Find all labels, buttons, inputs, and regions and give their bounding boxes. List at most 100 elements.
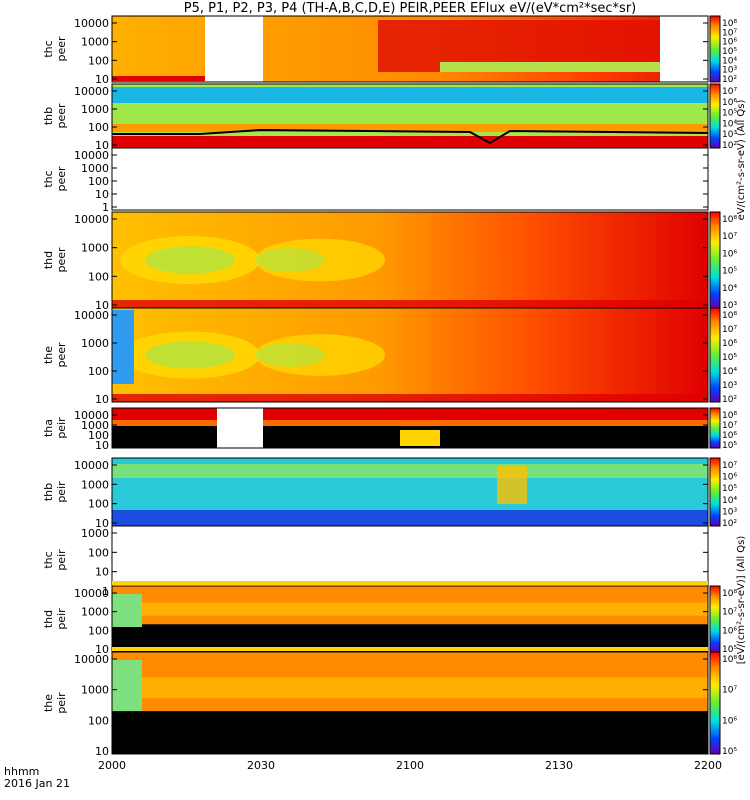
colorbar-tick-label: 10⁷ <box>722 325 737 335</box>
colorbar-tick-label: 10⁷ <box>722 461 737 471</box>
flag-bar <box>112 647 708 651</box>
y-tick-label: 100 <box>88 54 109 67</box>
panel-frame <box>111 15 709 83</box>
y-tick-label: 100 <box>88 365 109 378</box>
panel-frame <box>111 407 709 449</box>
y-tick-label: 10 <box>95 139 109 152</box>
colorbar <box>709 83 721 149</box>
y-tick-label: 10000 <box>74 213 109 226</box>
data-gap <box>660 16 708 82</box>
panel-thc-peer <box>111 15 721 83</box>
colorbar-tick-label: 10⁷ <box>722 87 737 97</box>
x-tick-label: 2130 <box>545 759 573 772</box>
y-tick-label: 100 <box>88 270 109 283</box>
flag-bar <box>112 581 708 585</box>
colorbar-tick-label: 10² <box>722 519 737 529</box>
y-tick-label: 1000 <box>81 684 109 697</box>
y-tick-label: 1000 <box>81 606 109 619</box>
y-tick-label: 10 <box>95 745 109 758</box>
panel-probe-label: thc <box>42 551 55 568</box>
panel-thb-peir <box>111 457 721 527</box>
colorbar-tick-label: 10⁸ <box>722 411 737 421</box>
panel-probe-label: thb <box>42 483 55 501</box>
colorbar-tick-label: 10⁷ <box>722 232 737 242</box>
panel-the-peer <box>111 307 721 403</box>
heat-band <box>440 62 660 72</box>
panel-thb-peer <box>111 83 721 149</box>
heat-band <box>112 124 708 132</box>
heat-band <box>112 408 708 420</box>
colorbar-tick-label: 10⁴ <box>722 284 737 294</box>
y-tick-label: 1000 <box>81 162 109 175</box>
heat-band <box>112 464 708 478</box>
colorbar <box>709 457 721 527</box>
heat-band <box>112 510 708 526</box>
colorbar-tick-label: 10⁵ <box>722 441 737 451</box>
panel-instrument-label: peer <box>55 103 68 129</box>
x-tick-label: 2200 <box>694 759 722 772</box>
y-tick-label: 100 <box>88 121 109 134</box>
panel-probe-label: the <box>42 346 55 364</box>
panel-the-peir <box>111 647 721 755</box>
colorbar-tick-label: 10⁶ <box>722 249 737 259</box>
y-tick-label: 1000 <box>81 36 109 49</box>
y-tick-label: 10 <box>95 566 109 579</box>
y-tick-label: 10000 <box>74 459 109 472</box>
colorbar-tick-label: 10³ <box>722 130 737 140</box>
y-tick-label: 10 <box>95 643 109 656</box>
heat-band <box>112 677 708 698</box>
colorbar <box>709 407 721 449</box>
colorbar-tick-label: 10⁷ <box>722 608 737 618</box>
colorbar-tick-label: 10⁶ <box>722 431 737 441</box>
panel-tha-peir <box>111 407 721 449</box>
y-tick-label: 1 <box>102 585 109 598</box>
panel-instrument-label: peer <box>55 36 68 62</box>
plot-title: P5, P1, P2, P3, P4 (TH-A,B,C,D,E) PEIR,P… <box>183 1 637 16</box>
colorbar <box>709 585 721 653</box>
colorbar-tick-label: 10² <box>722 75 737 85</box>
panel-thd-peer <box>111 211 721 309</box>
colorbar-tick-label: 10³ <box>722 381 737 391</box>
y-tick-label: 10 <box>95 439 109 452</box>
data-gap <box>217 408 263 448</box>
heat-band <box>112 394 708 402</box>
panel-frame <box>111 147 709 211</box>
date-label: 2016 Jan 21 <box>4 777 70 790</box>
y-tick-label: 10 <box>95 393 109 406</box>
colorbar-tick-label: 10³ <box>722 66 737 76</box>
x-axis-unit-label: hhmm <box>4 765 40 778</box>
panel-instrument-label: peer <box>55 247 68 273</box>
panel-instrument-label: peir <box>55 417 68 439</box>
y-tick-label: 100 <box>88 624 109 637</box>
colorbar-tick-label: 10⁵ <box>722 747 737 757</box>
colorbar <box>709 307 721 403</box>
y-tick-label: 1000 <box>81 242 109 255</box>
y-tick-label: 10000 <box>74 587 109 600</box>
panel-thc-peer <box>111 147 709 211</box>
data-gap <box>205 16 263 82</box>
y-tick-label: 10 <box>95 299 109 312</box>
colorbar-tick-label: 10⁷ <box>722 28 737 38</box>
y-tick-label: 100 <box>88 175 109 188</box>
heat-band <box>112 106 708 124</box>
colorbar-tick-label: 10² <box>722 141 737 151</box>
y-tick-label: 10 <box>95 73 109 86</box>
panel-probe-label: thb <box>42 107 55 125</box>
colorbar-tick-label: 10⁴ <box>722 119 737 129</box>
panel-thd-peir <box>111 581 721 653</box>
y-tick-label: 100 <box>88 546 109 559</box>
x-tick-label: 2030 <box>247 759 275 772</box>
boundary-line <box>112 128 709 145</box>
y-tick-label: 1000 <box>81 103 109 116</box>
y-tick-label: 10000 <box>74 17 109 30</box>
panel-instrument-label: peer <box>55 342 68 368</box>
heat-region <box>400 430 440 446</box>
y-tick-label: 100 <box>88 714 109 727</box>
colorbar-tick-label: 10² <box>722 395 737 405</box>
y-tick-label: 1000 <box>81 527 109 540</box>
y-tick-label: 10000 <box>74 309 109 322</box>
x-tick-label: 2100 <box>396 759 424 772</box>
colorbar-tick-label: 10⁶ <box>722 98 737 108</box>
colorbar-tick-label: 10⁴ <box>722 56 737 66</box>
